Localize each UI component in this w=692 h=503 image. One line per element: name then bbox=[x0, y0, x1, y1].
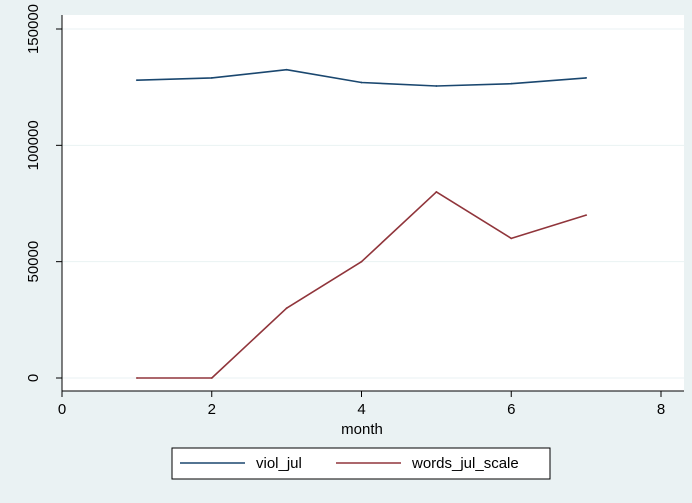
x-tick-label: 8 bbox=[657, 401, 665, 418]
data-point-viol-jul bbox=[360, 81, 363, 84]
y-tick-label: 150000 bbox=[25, 4, 42, 54]
data-point-viol-jul bbox=[435, 85, 438, 87]
data-point-words-jul-scale bbox=[510, 237, 513, 240]
y-tick-label: 100000 bbox=[25, 120, 42, 170]
y-ticks: 0 50000 100000 150000 bbox=[25, 4, 62, 382]
data-point-viol-jul bbox=[135, 79, 138, 82]
data-point-viol-jul bbox=[510, 82, 513, 85]
legend-label-words-jul-scale: words_jul_scale bbox=[411, 455, 519, 472]
data-point-viol-jul bbox=[210, 76, 213, 79]
data-point-words-jul-scale bbox=[285, 307, 288, 310]
data-point-words-jul-scale bbox=[585, 214, 588, 217]
x-axis-title: month bbox=[341, 421, 383, 438]
grid-lines bbox=[62, 28, 684, 379]
x-tick-label: 6 bbox=[507, 401, 515, 418]
legend-label-viol-jul: viol_jul bbox=[256, 455, 302, 472]
data-point-viol-jul bbox=[285, 68, 288, 71]
y-tick-label: 50000 bbox=[25, 241, 42, 283]
x-tick-label: 0 bbox=[58, 401, 66, 418]
plot-area bbox=[62, 15, 684, 391]
y-tick-label: 0 bbox=[25, 374, 42, 382]
data-point-words-jul-scale bbox=[360, 260, 363, 263]
data-point-words-jul-scale bbox=[135, 377, 138, 379]
series-layer bbox=[135, 68, 588, 379]
x-tick-label: 4 bbox=[357, 401, 365, 418]
legend: viol_jul words_jul_scale bbox=[171, 447, 551, 480]
x-ticks: 0 2 4 6 8 bbox=[58, 391, 665, 418]
data-point-words-jul-scale bbox=[210, 377, 213, 379]
x-tick-label: 2 bbox=[208, 401, 216, 418]
data-point-words-jul-scale bbox=[435, 190, 438, 193]
data-point-viol-jul bbox=[585, 76, 588, 79]
